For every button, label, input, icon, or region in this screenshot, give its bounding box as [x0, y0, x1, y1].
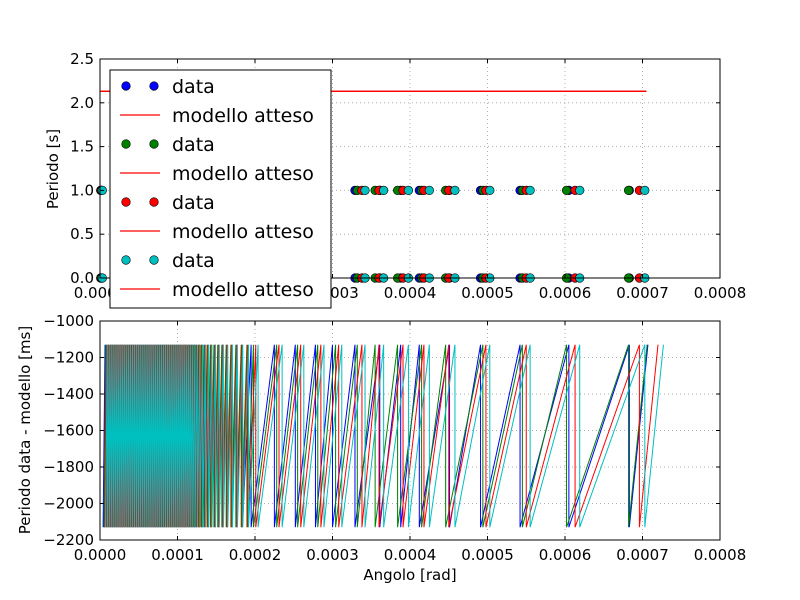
data-point: [525, 185, 535, 195]
legend-entry: modello atteso: [120, 163, 314, 185]
bottom-y-tick-label: −2000: [43, 495, 94, 513]
top-y-tick-label: 2.0: [70, 94, 94, 112]
bottom-x-tick-label: 0.0001: [151, 546, 204, 564]
bottom-y-tick-label: −1400: [43, 385, 94, 403]
top-x-tick-label: 0.0007: [616, 284, 669, 302]
bottom-x-tick-label: 0.0000: [74, 546, 127, 564]
legend-marker: [149, 81, 159, 91]
bottom-y-tick-label: −1800: [43, 458, 94, 476]
legend-marker: [121, 255, 131, 265]
data-point: [640, 185, 650, 195]
data-point: [360, 185, 370, 195]
bottom-y-tick-label: −1000: [43, 312, 94, 330]
legend-entry: modello atteso: [120, 279, 314, 301]
top-plot: 0.00000.00010.00020.00030.00040.00050.00…: [44, 50, 747, 309]
legend-marker: [121, 139, 131, 149]
legend-label: modello atteso: [172, 163, 314, 185]
legend-label: modello atteso: [172, 105, 314, 127]
legend-label: data: [172, 192, 215, 214]
top-x-tick-label: 0.0008: [694, 284, 747, 302]
data-point: [403, 185, 414, 195]
legend-entry: data: [121, 192, 215, 214]
legend-marker: [149, 255, 159, 265]
top-y-ticks: 0.0 0.5 1.0 1.5 2.0 2.5: [70, 50, 720, 287]
bottom-x-tick-label: 0.0002: [229, 546, 282, 564]
legend-entry: modello atteso: [120, 105, 314, 127]
top-legend: data modello atteso data modello atteso data…: [109, 69, 332, 309]
data-point: [623, 185, 634, 195]
top-y-tick-label: 1.0: [70, 181, 94, 199]
top-x-ticks: 0.00000.00010.00020.00030.00040.00050.00…: [74, 59, 747, 302]
legend-marker: [121, 197, 131, 207]
legend-marker: [149, 139, 159, 149]
data-point: [561, 185, 572, 195]
bottom-y-axis-label: Periodo data - modello [ms]: [16, 326, 34, 534]
bottom-x-axis-label: Angolo [rad]: [363, 566, 456, 584]
series-line: [104, 344, 664, 528]
top-y-tick-label: 1.5: [70, 138, 94, 156]
legend-marker: [149, 197, 159, 207]
bottom-x-tick-label: 0.0007: [616, 546, 669, 564]
top-y-tick-label: 2.5: [70, 50, 94, 68]
top-y-tick-label: 0.5: [70, 225, 94, 243]
data-point: [424, 185, 434, 195]
legend-marker: [121, 81, 131, 91]
bottom-x-tick-label: 0.0006: [539, 546, 592, 564]
bottom-x-ticks: 0.0000 0.0001 0.0002 0.0003 0.0004 0.0005 0.00…: [74, 321, 747, 564]
bottom-series-lines: [102, 344, 664, 528]
top-y-tick-label: 0.0: [70, 269, 94, 287]
legend-entry: data: [121, 76, 215, 98]
top-y-axis-label: Periodo [s]: [44, 129, 62, 209]
bottom-y-tick-label: −2200: [43, 531, 94, 549]
legend-entry: modello atteso: [120, 221, 314, 243]
bottom-x-tick-label: 0.0004: [384, 546, 437, 564]
data-point: [485, 185, 495, 195]
legend-label: modello atteso: [172, 279, 314, 301]
legend-box: [109, 69, 332, 309]
bottom-y-ticks: −2200 −2000 −1800 −1600 −1400 −1200 −1000: [43, 312, 720, 549]
bottom-x-tick-label: 0.0005: [461, 546, 514, 564]
bottom-y-tick-label: −1200: [43, 349, 94, 367]
legend-label: data: [172, 250, 215, 272]
top-x-tick-label: 0.0004: [384, 284, 437, 302]
bottom-x-tick-label: 0.0003: [306, 546, 359, 564]
top-x-tick-label: 0.0005: [461, 284, 514, 302]
bottom-y-tick-label: −1600: [43, 422, 94, 440]
legend-label: data: [172, 76, 215, 98]
legend-entry: data: [121, 250, 215, 272]
data-point: [575, 185, 585, 195]
legend-label: data: [172, 134, 215, 156]
data-point: [379, 185, 389, 195]
legend-entry: data: [121, 134, 215, 156]
bottom-x-tick-label: 0.0008: [694, 546, 747, 564]
legend-label: modello atteso: [172, 221, 314, 243]
bottom-plot: 0.0000 0.0001 0.0002 0.0003 0.0004 0.0005 0.00…: [16, 312, 746, 584]
data-point: [450, 185, 460, 195]
top-x-tick-label: 0.0006: [539, 284, 592, 302]
